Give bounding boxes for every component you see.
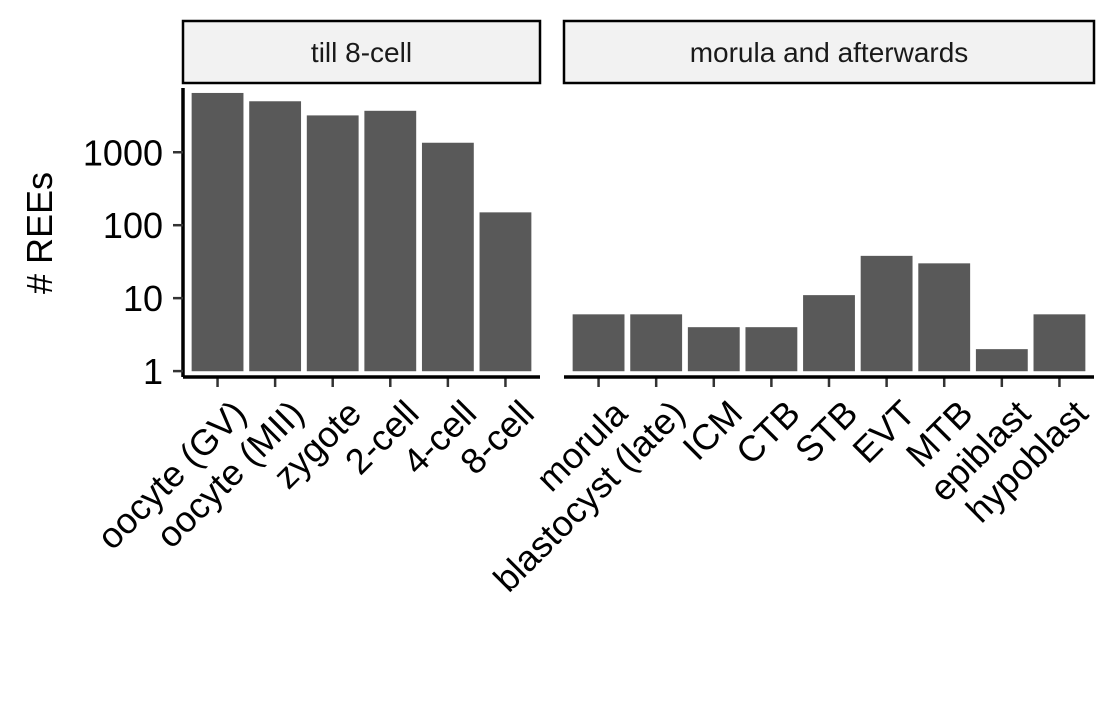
bar — [687, 327, 740, 372]
bar — [860, 255, 913, 372]
bar — [191, 92, 244, 372]
y-axis-title: # REEs — [19, 172, 60, 294]
facet-strip-label: morula and afterwards — [690, 37, 969, 68]
bar — [249, 101, 302, 372]
bar — [421, 142, 474, 372]
bar — [630, 314, 683, 372]
bar — [1033, 314, 1086, 372]
bar — [364, 110, 417, 372]
bar — [745, 327, 798, 372]
y-tick-label: 100 — [103, 205, 163, 246]
bar — [306, 115, 359, 372]
bar — [975, 349, 1028, 372]
facet-strip — [181, 19, 542, 85]
bar — [572, 314, 625, 372]
y-tick-label: 10 — [123, 278, 163, 319]
y-tick-label: 1 — [143, 351, 163, 392]
bar — [479, 212, 532, 372]
y-tick-label: 1000 — [83, 132, 163, 173]
facet-strip-label: till 8-cell — [311, 37, 412, 68]
x-tick-label: ICM — [674, 392, 750, 468]
facet-strip — [562, 19, 1096, 85]
bar — [803, 295, 855, 372]
bar — [918, 263, 971, 372]
